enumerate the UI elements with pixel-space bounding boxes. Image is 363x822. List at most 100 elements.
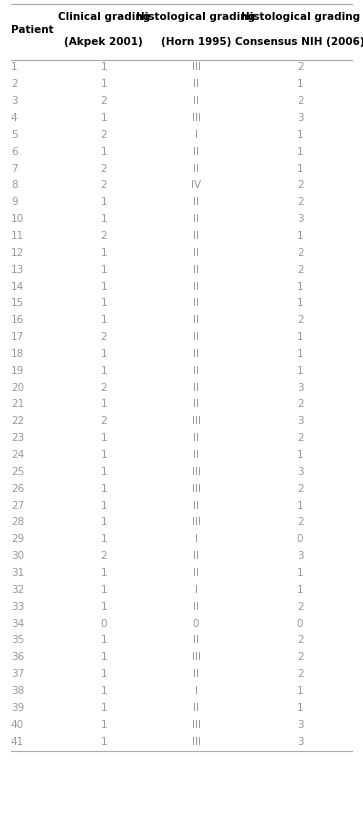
Text: 0: 0 (193, 618, 199, 629)
Text: 1: 1 (297, 585, 303, 595)
Text: II: II (193, 703, 199, 713)
Text: II: II (193, 96, 199, 106)
Text: 1: 1 (297, 686, 303, 696)
Text: 35: 35 (11, 635, 24, 645)
Text: 22: 22 (11, 416, 24, 427)
Text: II: II (193, 146, 199, 157)
Text: 3: 3 (11, 96, 17, 106)
Text: 21: 21 (11, 399, 24, 409)
Text: 11: 11 (11, 231, 24, 241)
Text: 36: 36 (11, 653, 24, 663)
Text: II: II (193, 382, 199, 393)
Text: 2: 2 (101, 180, 107, 191)
Text: 34: 34 (11, 618, 24, 629)
Text: 40: 40 (11, 720, 24, 730)
Text: II: II (193, 164, 199, 173)
Text: 1: 1 (101, 62, 107, 72)
Text: 27: 27 (11, 501, 24, 510)
Text: 24: 24 (11, 450, 24, 460)
Text: II: II (193, 298, 199, 308)
Text: 3: 3 (297, 551, 303, 561)
Text: III: III (192, 113, 200, 123)
Text: 2: 2 (101, 551, 107, 561)
Text: 8: 8 (11, 180, 17, 191)
Text: 1: 1 (297, 366, 303, 376)
Text: II: II (193, 247, 199, 258)
Text: 19: 19 (11, 366, 24, 376)
Text: 3: 3 (297, 382, 303, 393)
Text: 26: 26 (11, 483, 24, 494)
Text: 4: 4 (11, 113, 17, 123)
Text: II: II (193, 635, 199, 645)
Text: 29: 29 (11, 534, 24, 544)
Text: II: II (193, 366, 199, 376)
Text: 1: 1 (101, 703, 107, 713)
Text: 0: 0 (297, 618, 303, 629)
Text: 3: 3 (297, 214, 303, 224)
Text: II: II (193, 450, 199, 460)
Text: II: II (193, 568, 199, 578)
Text: III: III (192, 416, 200, 427)
Text: II: II (193, 399, 199, 409)
Text: 3: 3 (297, 416, 303, 427)
Text: II: II (193, 501, 199, 510)
Text: 30: 30 (11, 551, 24, 561)
Text: 3: 3 (297, 113, 303, 123)
Text: 1: 1 (101, 585, 107, 595)
Text: 2: 2 (297, 433, 303, 443)
Text: 1: 1 (101, 399, 107, 409)
Text: II: II (193, 197, 199, 207)
Text: 1: 1 (101, 568, 107, 578)
Text: 1: 1 (297, 349, 303, 359)
Text: 1: 1 (297, 146, 303, 157)
Text: 2: 2 (297, 315, 303, 326)
Text: 1: 1 (101, 737, 107, 746)
Text: III: III (192, 518, 200, 528)
Text: II: II (193, 669, 199, 679)
Text: II: II (193, 551, 199, 561)
Text: 1: 1 (297, 281, 303, 292)
Text: 16: 16 (11, 315, 24, 326)
Text: 6: 6 (11, 146, 17, 157)
Text: 2: 2 (101, 382, 107, 393)
Text: 1: 1 (101, 720, 107, 730)
Text: 1: 1 (101, 635, 107, 645)
Text: 7: 7 (11, 164, 17, 173)
Text: (Horn 1995): (Horn 1995) (161, 37, 231, 47)
Text: 28: 28 (11, 518, 24, 528)
Text: 2: 2 (297, 197, 303, 207)
Text: 37: 37 (11, 669, 24, 679)
Text: 18: 18 (11, 349, 24, 359)
Text: 2: 2 (297, 180, 303, 191)
Text: 9: 9 (11, 197, 17, 207)
Text: II: II (193, 281, 199, 292)
Text: 1: 1 (297, 703, 303, 713)
Text: 2: 2 (297, 96, 303, 106)
Text: III: III (192, 467, 200, 477)
Text: 1: 1 (101, 79, 107, 90)
Text: 1: 1 (101, 467, 107, 477)
Text: III: III (192, 720, 200, 730)
Text: 1: 1 (101, 214, 107, 224)
Text: Clinical grading: Clinical grading (58, 12, 150, 22)
Text: IV: IV (191, 180, 201, 191)
Text: 1: 1 (101, 501, 107, 510)
Text: 25: 25 (11, 467, 24, 477)
Text: 1: 1 (101, 265, 107, 275)
Text: (Akpek 2001): (Akpek 2001) (65, 37, 143, 47)
Text: 2: 2 (297, 483, 303, 494)
Text: 15: 15 (11, 298, 24, 308)
Text: Consensus NIH (2006): Consensus NIH (2006) (235, 37, 363, 47)
Text: 1: 1 (101, 602, 107, 612)
Text: 3: 3 (297, 720, 303, 730)
Text: 3: 3 (297, 737, 303, 746)
Text: III: III (192, 737, 200, 746)
Text: 3: 3 (297, 467, 303, 477)
Text: 2: 2 (297, 265, 303, 275)
Text: 1: 1 (101, 315, 107, 326)
Text: 1: 1 (101, 298, 107, 308)
Text: 14: 14 (11, 281, 24, 292)
Text: I: I (195, 130, 197, 140)
Text: II: II (193, 332, 199, 342)
Text: 2: 2 (101, 416, 107, 427)
